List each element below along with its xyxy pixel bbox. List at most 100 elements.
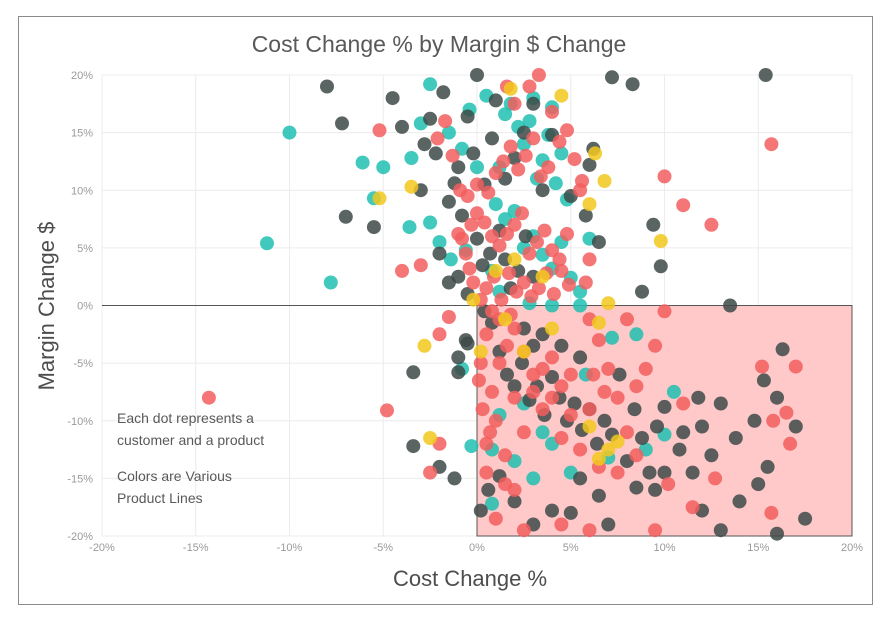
data-point-series-3	[451, 227, 466, 241]
data-point-series-3	[515, 206, 529, 221]
data-point-series-2	[798, 511, 813, 526]
data-point-series-2	[756, 373, 771, 388]
data-point-series-2	[582, 157, 597, 172]
y-tick-label: 10%	[71, 185, 93, 197]
data-point-series-3	[657, 169, 672, 184]
data-point-series-2	[500, 367, 514, 382]
data-point-series-3	[507, 96, 522, 111]
data-point-series-2	[676, 425, 691, 440]
data-point-series-3	[764, 137, 779, 152]
data-point-series-3	[464, 217, 479, 232]
data-point-series-2	[747, 413, 762, 428]
data-point-series-2	[732, 494, 747, 509]
data-point-series-1	[423, 77, 438, 92]
data-point-series-3	[516, 275, 531, 290]
y-tick-label: -15%	[67, 473, 93, 485]
data-point-series-2	[385, 91, 400, 106]
data-point-series-2	[518, 229, 533, 244]
data-point-series-3	[413, 258, 428, 273]
data-point-series-3	[561, 277, 576, 292]
data-point-series-2	[475, 258, 490, 273]
data-point-series-3	[591, 333, 606, 348]
data-point-series-2	[460, 336, 475, 351]
data-point-series-2	[470, 68, 484, 82]
data-point-series-2	[423, 111, 438, 126]
data-point-series-3	[466, 275, 481, 290]
data-point-series-2	[612, 367, 627, 382]
data-point-series-2	[563, 505, 578, 520]
data-point-series-4	[507, 252, 522, 267]
data-point-series-3	[462, 261, 477, 276]
data-point-series-2	[466, 146, 481, 161]
data-point-series-3	[648, 338, 663, 353]
data-point-series-3	[395, 263, 409, 278]
data-point-series-3	[755, 359, 769, 374]
data-point-series-3	[610, 465, 625, 480]
data-point-series-2	[590, 436, 604, 451]
data-point-series-3	[522, 79, 537, 94]
x-tick-label: 10%	[653, 542, 675, 554]
data-point-series-3	[507, 390, 522, 405]
y-axis-label: Margin Change $	[34, 222, 59, 391]
data-point-series-3	[498, 477, 513, 492]
data-point-series-4	[582, 419, 597, 434]
data-point-series-4	[535, 269, 550, 284]
data-point-series-3	[704, 217, 719, 232]
data-point-series-3	[485, 304, 499, 319]
data-point-series-1	[402, 220, 417, 235]
data-point-series-3	[507, 321, 522, 336]
data-point-series-1	[666, 384, 681, 399]
data-point-series-2	[473, 503, 488, 518]
data-point-series-3	[483, 425, 498, 440]
data-point-series-2	[573, 471, 588, 486]
data-point-series-1	[443, 252, 458, 267]
y-tick-label: 20%	[71, 70, 93, 82]
data-point-series-2	[629, 480, 644, 495]
data-point-series-1	[488, 197, 503, 212]
data-point-series-3	[567, 152, 582, 167]
data-point-series-3	[494, 292, 509, 307]
data-point-series-3	[582, 523, 597, 538]
data-point-series-2	[447, 471, 462, 486]
data-point-series-3	[545, 390, 559, 405]
x-axis-label: Cost Change %	[393, 566, 547, 591]
data-point-series-2	[485, 131, 499, 146]
data-point-series-2	[691, 390, 706, 405]
data-point-series-3	[783, 436, 798, 451]
data-point-series-3	[620, 312, 634, 327]
x-tick-label: -20%	[89, 542, 115, 554]
data-point-series-3	[546, 287, 561, 301]
data-point-series-4	[591, 451, 606, 466]
data-point-series-3	[560, 227, 574, 241]
data-point-series-3	[530, 235, 544, 250]
data-point-series-2	[648, 482, 663, 497]
data-point-series-3	[535, 402, 550, 417]
data-point-series-2	[650, 419, 664, 434]
data-point-series-1	[282, 125, 297, 140]
data-point-series-3	[708, 471, 723, 486]
y-tick-label: 15%	[71, 128, 93, 140]
data-point-series-3	[554, 517, 569, 532]
data-point-series-2	[483, 246, 498, 261]
x-tick-label: -10%	[277, 542, 303, 554]
data-point-series-2	[591, 235, 606, 250]
data-point-series-3	[582, 252, 597, 267]
data-point-series-3	[516, 425, 531, 440]
data-point-series-3	[545, 350, 559, 365]
data-point-series-3	[563, 367, 578, 382]
data-point-series-1	[526, 471, 541, 486]
data-point-series-3	[201, 390, 216, 405]
data-point-series-3	[685, 500, 700, 515]
data-point-series-2	[545, 370, 559, 384]
data-point-series-3	[578, 275, 593, 290]
data-point-series-3	[488, 166, 503, 180]
data-point-series-2	[507, 151, 522, 165]
data-point-series-3	[423, 465, 438, 480]
data-point-series-3	[479, 281, 494, 296]
data-point-series-3	[573, 442, 588, 457]
data-point-series-3	[445, 148, 460, 163]
data-point-series-2	[455, 208, 469, 223]
data-point-series-3	[492, 238, 507, 253]
data-point-series-1	[548, 176, 563, 191]
data-point-series-4	[466, 292, 481, 307]
